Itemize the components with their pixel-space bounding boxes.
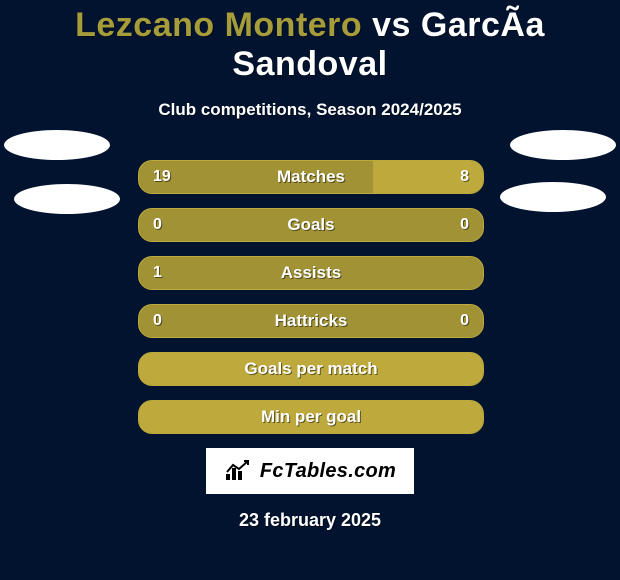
stat-row: Goals0 0 [138, 208, 484, 242]
title-player1: Lezcano Montero [75, 6, 362, 44]
footer-date: 23 february 2025 [0, 510, 620, 531]
stat-row: Min per goal [138, 400, 484, 434]
stat-label: Assists [139, 257, 483, 289]
avatar-placeholder-left-top [4, 130, 110, 160]
brand-badge[interactable]: FcTables.com [206, 448, 414, 494]
avatar-placeholder-right-bottom [500, 182, 606, 212]
stat-label: Goals per match [139, 353, 483, 385]
stat-value-left: 0 [153, 305, 162, 337]
stat-value-right: 0 [460, 209, 469, 241]
stat-label: Goals [139, 209, 483, 241]
brand-icon [224, 460, 254, 482]
avatar-placeholder-right-top [510, 130, 616, 160]
stat-value-right: 0 [460, 305, 469, 337]
stat-label: Hattricks [139, 305, 483, 337]
stat-value-left: 1 [153, 257, 162, 289]
stat-row: Matches19 8 [138, 160, 484, 194]
stat-row: Goals per match [138, 352, 484, 386]
title-vs: vs [372, 6, 411, 44]
stat-label: Min per goal [139, 401, 483, 433]
stat-rows: Matches198Goals00Assists1Hattricks00Goal… [138, 160, 482, 434]
subtitle: Club competitions, Season 2024/2025 [0, 100, 620, 120]
stat-row: Hattricks0 0 [138, 304, 484, 338]
page-title: Lezcano Montero vs GarcÃ­a Sandoval [0, 6, 620, 84]
stat-row: Assists1 [138, 256, 484, 290]
comparison-card: Lezcano Montero vs GarcÃ­a Sandoval Club… [0, 6, 620, 531]
stat-value-right: 8 [460, 161, 469, 193]
stat-label: Matches [139, 161, 483, 193]
stat-value-left: 0 [153, 209, 162, 241]
stat-value-left: 19 [153, 161, 171, 193]
brand-text: FcTables.com [260, 460, 396, 483]
avatar-placeholder-left-bottom [14, 184, 120, 214]
